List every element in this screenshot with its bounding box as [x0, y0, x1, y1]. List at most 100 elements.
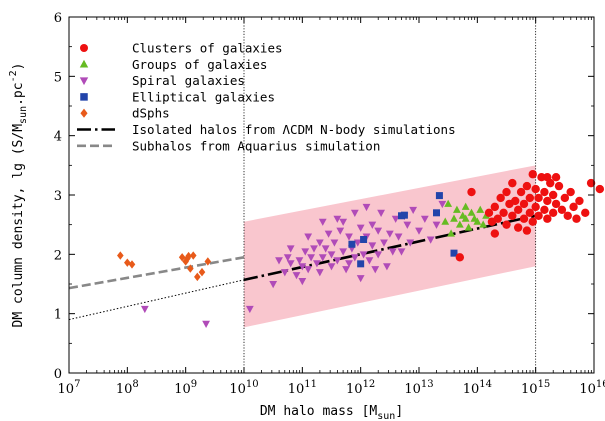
point-spiral-galaxies	[394, 233, 403, 241]
point-clusters-of-galaxies	[540, 205, 549, 215]
point-spiral-galaxies	[339, 248, 348, 256]
line-dashed	[68, 256, 245, 290]
y-tick-label: 6	[54, 11, 62, 26]
point-spiral-galaxies	[330, 239, 339, 247]
point-clusters-of-galaxies	[455, 253, 465, 262]
point-elliptical-galaxies	[435, 192, 443, 200]
x-axis-label: DM halo mass [Msun]	[260, 404, 403, 421]
point-clusters-of-galaxies	[496, 193, 505, 203]
point-groups-of-galaxies	[441, 217, 450, 225]
point-clusters-of-galaxies	[467, 187, 476, 197]
point-clusters-of-galaxies	[551, 199, 561, 209]
point-elliptical-galaxies	[357, 260, 365, 268]
point-spiral-galaxies	[368, 221, 377, 229]
point-spiral-galaxies	[345, 233, 353, 241]
point-spiral-galaxies	[336, 227, 345, 235]
point-spiral-galaxies	[420, 215, 429, 223]
point-clusters-of-galaxies	[543, 214, 552, 223]
y-tick-label: 5	[54, 70, 62, 85]
point-spiral-galaxies	[245, 305, 254, 314]
point-clusters-of-galaxies	[563, 211, 572, 220]
point-groups-of-galaxies	[444, 199, 453, 207]
point-spiral-galaxies	[315, 239, 324, 247]
x-tick-label: 107	[58, 379, 81, 397]
point-spiral-galaxies	[356, 224, 365, 232]
point-clusters-of-galaxies	[519, 199, 529, 209]
point-spiral-galaxies	[298, 278, 307, 286]
point-elliptical-galaxies	[400, 211, 408, 219]
point-clusters-of-galaxies	[531, 202, 540, 212]
point-clusters-of-galaxies	[508, 178, 517, 188]
x-tick-label: 1014	[463, 379, 492, 397]
point-dsphs	[198, 267, 206, 277]
point-dsphs	[178, 253, 186, 262]
point-clusters-of-galaxies	[543, 173, 552, 182]
point-spiral-galaxies	[362, 203, 371, 212]
point-spiral-galaxies	[295, 257, 304, 265]
point-groups-of-galaxies	[453, 205, 461, 213]
x-tick-label: 1016	[579, 379, 605, 397]
point-spiral-galaxies	[286, 260, 295, 268]
point-clusters-of-galaxies	[534, 193, 543, 203]
point-spiral-galaxies	[298, 263, 307, 271]
point-spiral-galaxies	[356, 275, 365, 283]
y-tick-label: 2	[54, 248, 62, 263]
point-clusters-of-galaxies	[484, 208, 494, 217]
point-spiral-galaxies	[324, 230, 333, 238]
point-clusters-of-galaxies	[502, 220, 511, 229]
point-spiral-galaxies	[333, 215, 342, 223]
point-spiral-galaxies	[388, 248, 397, 256]
pink-band	[244, 165, 536, 328]
point-spiral-galaxies	[321, 245, 330, 253]
point-clusters-of-galaxies	[540, 187, 549, 197]
point-clusters-of-galaxies	[595, 184, 605, 194]
point-elliptical-galaxies	[433, 209, 440, 217]
point-clusters-of-galaxies	[522, 226, 532, 235]
point-spiral-galaxies	[342, 266, 350, 274]
point-clusters-of-galaxies	[508, 211, 517, 220]
point-dsphs	[204, 257, 212, 266]
point-groups-of-galaxies	[476, 205, 485, 213]
point-spiral-galaxies	[283, 254, 292, 262]
point-dsphs	[184, 254, 191, 263]
point-clusters-of-galaxies	[525, 193, 535, 203]
point-clusters-of-galaxies	[554, 181, 564, 191]
x-tick-label: 109	[174, 379, 197, 397]
point-clusters-of-galaxies	[490, 229, 500, 238]
point-groups-of-galaxies	[479, 220, 488, 228]
point-dsphs	[117, 251, 124, 260]
x-tick-label: 1011	[288, 379, 317, 397]
point-clusters-of-galaxies	[566, 187, 575, 197]
point-clusters-of-galaxies	[516, 187, 526, 197]
point-dsphs	[187, 264, 194, 273]
point-spiral-galaxies	[307, 254, 315, 262]
point-spiral-galaxies	[403, 221, 412, 229]
point-spiral-galaxies	[315, 269, 324, 277]
point-clusters-of-galaxies	[522, 181, 532, 191]
point-spiral-galaxies	[275, 257, 283, 265]
point-spiral-galaxies	[350, 209, 359, 217]
point-spiral-galaxies	[339, 218, 348, 226]
point-spiral-galaxies	[371, 266, 380, 274]
point-clusters-of-galaxies	[548, 190, 558, 200]
point-spiral-galaxies	[350, 254, 359, 262]
point-clusters-of-galaxies	[557, 205, 567, 215]
point-spiral-galaxies	[202, 320, 210, 328]
point-clusters-of-galaxies	[581, 208, 590, 217]
point-spiral-galaxies	[304, 266, 313, 274]
point-spiral-galaxies	[353, 239, 362, 247]
point-clusters-of-galaxies	[548, 208, 558, 217]
point-spiral-galaxies	[301, 248, 310, 256]
point-clusters-of-galaxies	[528, 217, 537, 226]
y-tick-label: 3	[54, 189, 62, 204]
point-clusters-of-galaxies	[560, 193, 570, 203]
point-spiral-galaxies	[391, 215, 400, 223]
point-spiral-galaxies	[140, 305, 149, 314]
point-spiral-galaxies	[377, 209, 385, 217]
point-spiral-galaxies	[345, 260, 353, 268]
point-spiral-galaxies	[438, 200, 447, 209]
point-spiral-galaxies	[333, 257, 342, 265]
y-axis-label: DM column density, lg (S/Msun.pc-2)	[8, 63, 29, 328]
point-groups-of-galaxies	[461, 202, 470, 210]
